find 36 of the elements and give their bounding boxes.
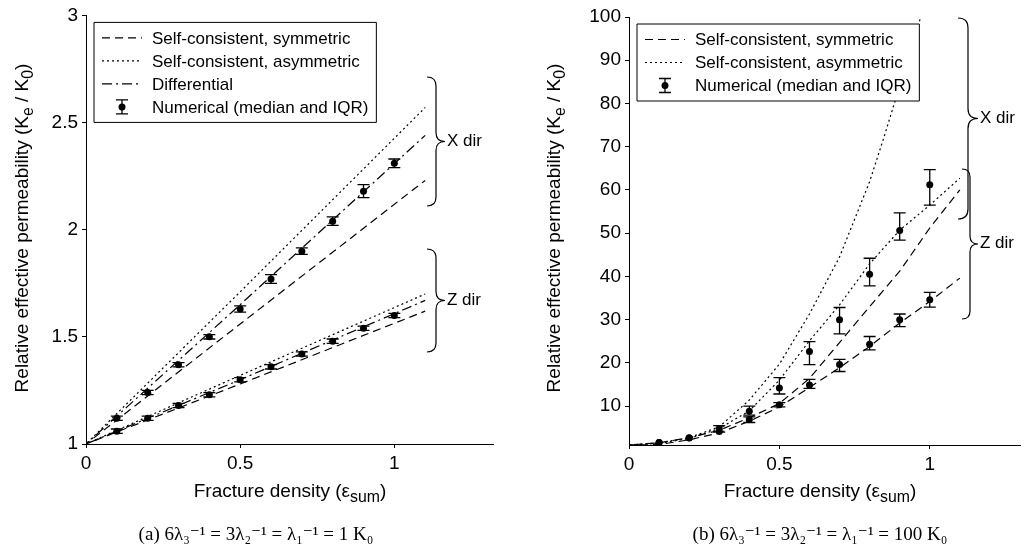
- y-tick-label: 2.5: [51, 110, 78, 132]
- y-tick-label: 50: [599, 221, 621, 243]
- annotation: Z dir: [980, 233, 1014, 253]
- legend-label: Self-consistent, asymmetric: [152, 51, 361, 71]
- y-tick-label: 90: [599, 48, 621, 70]
- y-tick-label: 2: [67, 217, 78, 239]
- x-tick-label: 0: [80, 451, 92, 473]
- y-tick-label: 10: [599, 394, 621, 416]
- y-tick-label: 1: [67, 432, 78, 454]
- annotation: X dir: [447, 130, 482, 151]
- y-tick-label: 20: [599, 351, 621, 373]
- y-tick-label: 40: [599, 264, 621, 286]
- legend-label: Self-consistent, symmetric: [152, 28, 351, 48]
- annotation: X dir: [980, 107, 1015, 128]
- text: (a) 6λ₃⁻¹ = 3λ₂⁻¹ = λ₁⁻¹ = 1 K₀: [138, 522, 374, 545]
- x-tick-label: 0.5: [226, 451, 254, 473]
- x-tick-label: 1: [924, 452, 936, 474]
- y-tick-label: 80: [599, 91, 621, 113]
- y-tick-label: 3: [67, 3, 78, 25]
- y-tick-label: 1.5: [51, 325, 78, 347]
- y-tick-label: 100: [589, 5, 621, 27]
- legend-label: Numerical (median and IQR): [695, 76, 912, 96]
- legend-label: Numerical (median and IQR): [152, 97, 369, 117]
- x-tick-label: 1: [389, 451, 400, 473]
- legend-label: Self-consistent, asymmetric: [695, 53, 904, 73]
- legend-label: Differential: [152, 74, 233, 94]
- text: (b) 6λ₃⁻¹ = 3λ₂⁻¹ = λ₁⁻¹ = 100 K₀: [692, 522, 948, 545]
- x-axis-title: Fracture density (ε$_{sum}$): [723, 480, 917, 506]
- y-tick-label: 30: [599, 307, 621, 329]
- y-tick-label: 70: [599, 134, 621, 156]
- legend-label: Self-consistent, symmetric: [695, 30, 894, 50]
- x-tick-label: 0.5: [766, 452, 793, 474]
- x-axis-title: Fracture density (ε$_{sum}$): [193, 480, 387, 506]
- y-tick-label: 60: [599, 178, 621, 200]
- x-tick-label: 0: [623, 452, 635, 474]
- annotation: Z dir: [447, 289, 481, 310]
